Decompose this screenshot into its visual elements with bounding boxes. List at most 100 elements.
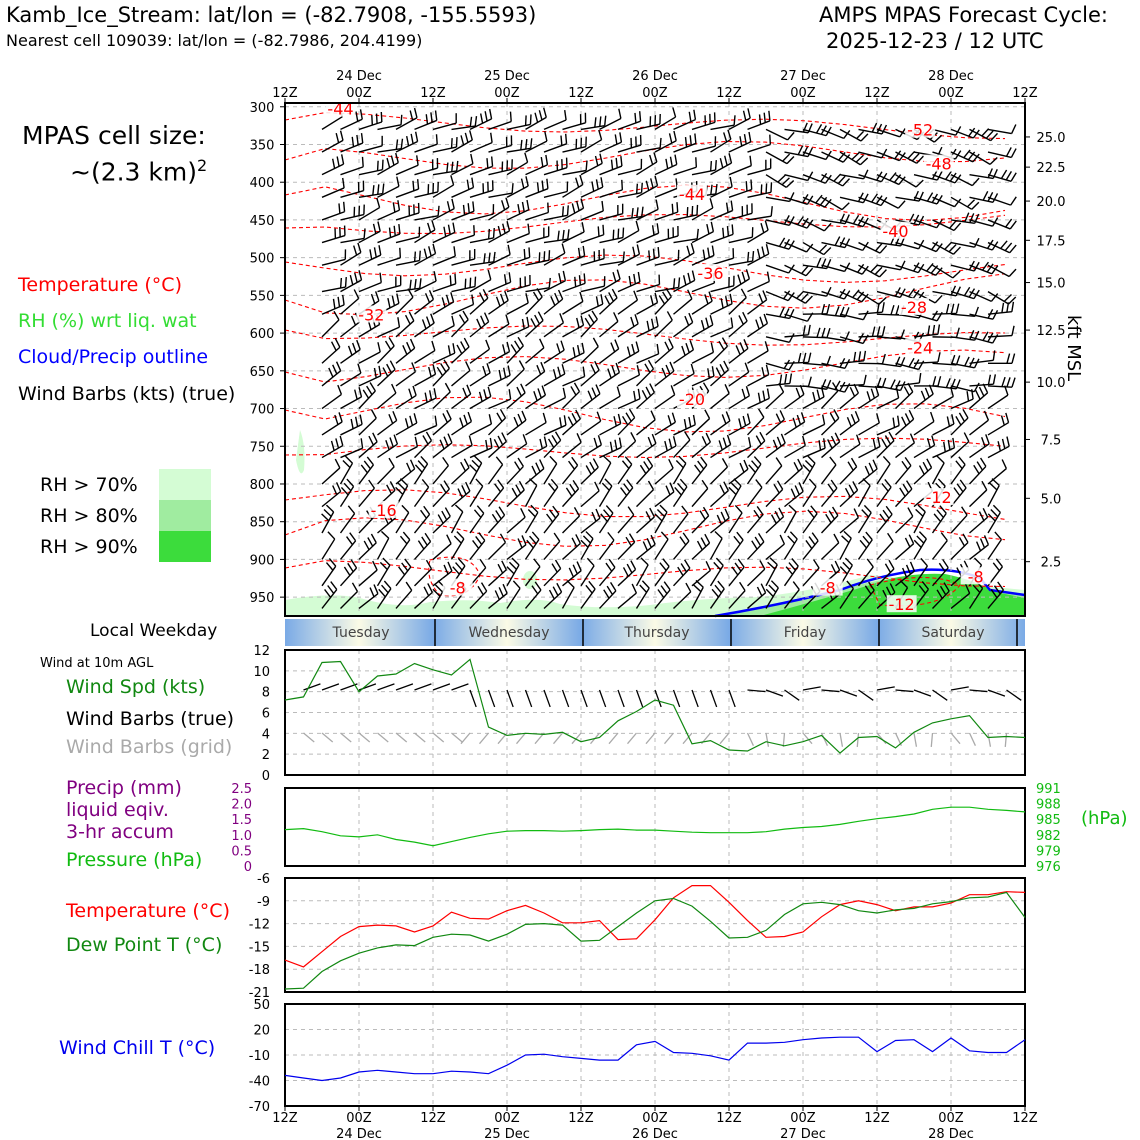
wind-barb-staff — [506, 465, 524, 485]
wind-barb-flag — [918, 239, 925, 250]
bottom-date-label: 24 Dec — [336, 1127, 382, 1140]
wind-barb-flag — [875, 195, 883, 205]
wind-barb — [839, 151, 869, 166]
wind-barb-staff — [636, 123, 661, 131]
wind-barb-flag — [457, 557, 466, 567]
wind-barb-staff — [691, 418, 711, 436]
wind-barb — [636, 433, 657, 459]
wind-barb-flag — [404, 558, 412, 568]
wind-barb — [839, 128, 869, 142]
wind-barb-flag — [382, 557, 391, 566]
wind-barb-flag — [921, 580, 929, 590]
wind-barb — [987, 376, 1016, 388]
wind-barb-flag — [471, 177, 475, 188]
wind-barb-staff — [987, 589, 1004, 609]
wind-barb-flag — [412, 385, 417, 396]
wind-barb — [580, 276, 606, 293]
wind10-true-barb — [784, 689, 800, 701]
wind-barb-flag — [908, 409, 915, 420]
wind-barb-staff — [802, 447, 826, 459]
wind-barb-flag — [525, 139, 528, 150]
hpa-axis-label: (hPa) — [1081, 808, 1128, 829]
wind-barb-flag — [927, 325, 931, 336]
wind-barb-flag — [440, 363, 447, 373]
wind-barb-flag — [662, 291, 669, 301]
wind-barb — [746, 506, 764, 534]
wind-barb-flag — [987, 192, 994, 202]
wind-barb — [969, 261, 999, 275]
wind-barb-flag — [595, 508, 601, 519]
wind-barb-staff — [488, 592, 508, 609]
wind-barb — [858, 148, 888, 159]
wind-barb-flag — [443, 359, 450, 369]
wind-barb-flag — [507, 365, 511, 376]
wind-barb — [895, 433, 916, 459]
wind-barb-flag — [876, 326, 881, 337]
wind-barb-flag — [393, 434, 399, 445]
wind-barb-flag — [493, 251, 496, 262]
wind-barb-flag — [520, 507, 526, 518]
top-hour-label: 12Z — [568, 86, 594, 101]
wind-barb-staff — [821, 336, 846, 342]
wind-barb — [451, 458, 470, 485]
wind-barb-flag — [496, 412, 503, 422]
wind-barb-flag — [821, 414, 826, 425]
wind-barb-flag — [325, 562, 334, 571]
wind-barb-flag — [521, 535, 527, 545]
wind-barb-staff — [654, 511, 668, 534]
wind-barb-flag — [767, 561, 776, 570]
wind-barb-staff — [358, 168, 383, 176]
wind-barb-flag — [770, 182, 773, 193]
wind10-true-barb — [839, 689, 858, 697]
wind-barb-flag — [719, 363, 726, 374]
wind-speed-panel-tick-label: 10 — [253, 665, 270, 680]
wind-barb — [580, 531, 594, 560]
wind-barb — [488, 432, 507, 459]
wind-barb — [469, 269, 492, 293]
wind-barb-flag — [604, 295, 611, 306]
wind-barb-flag — [547, 202, 550, 213]
temperature-panel-tick-label: -18 — [249, 963, 270, 978]
wind-barb — [432, 292, 455, 315]
wind-barb-flag — [372, 432, 378, 443]
wind-barb — [358, 197, 381, 221]
wind-barb-flag — [881, 377, 887, 388]
wind-barb-flag — [521, 318, 525, 329]
wind-barb-flag — [778, 507, 785, 517]
wind-barb-staff — [839, 392, 859, 410]
wind-barb — [506, 383, 526, 410]
wind-barb-staff — [525, 164, 548, 176]
wind-barb-staff — [876, 424, 900, 436]
wind-barb-staff — [321, 444, 344, 459]
wind-barb-flag — [933, 513, 942, 522]
wind-barb — [987, 412, 1010, 436]
wind-barb-staff — [524, 539, 540, 560]
wind-barb-flag — [1006, 377, 1011, 388]
wind-barb-flag — [655, 316, 659, 327]
wind-barb-staff — [562, 207, 584, 221]
wind10-grid-barb — [571, 732, 582, 745]
wind-barb-flag — [905, 564, 912, 575]
wind-barb-flag — [898, 152, 906, 162]
wind-barb-flag — [739, 462, 745, 473]
wind-barb-flag — [946, 416, 951, 427]
wind-barb-staff — [654, 467, 674, 485]
wind10-true-barb — [561, 689, 570, 708]
wind-barb-flag — [759, 316, 764, 327]
wind-barb-flag — [785, 180, 795, 188]
wind-barb-staff — [913, 393, 934, 410]
wind-barb-flag — [816, 257, 822, 268]
wind-barb — [451, 435, 473, 459]
wind-barb — [728, 269, 751, 293]
wind-barb-flag — [613, 416, 617, 427]
wind-barb — [820, 456, 837, 485]
wind-barb-flag — [972, 153, 980, 163]
wind-barb-staff — [358, 542, 377, 560]
wind-barb — [321, 482, 342, 508]
wind-barb-staff — [525, 116, 547, 131]
wind-barb-flag — [452, 566, 460, 575]
wind10-true-barb — [506, 689, 514, 708]
wind-barb-staff — [765, 488, 784, 508]
wind-barb — [617, 220, 640, 244]
wind-barb — [636, 223, 660, 244]
